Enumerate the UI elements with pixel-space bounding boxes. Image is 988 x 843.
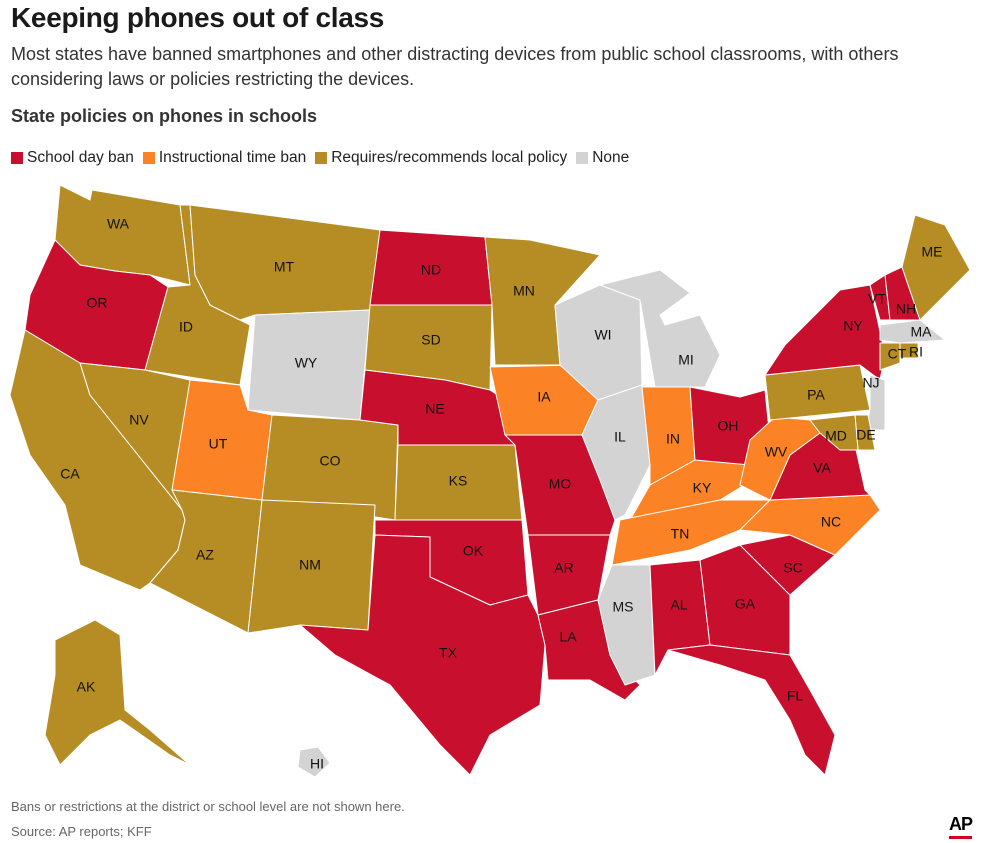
state-label-wv: WV: [765, 444, 788, 460]
state-label-nd: ND: [421, 262, 441, 278]
legend-label: None: [592, 149, 630, 166]
source-note: Source: AP reports; KFF: [11, 824, 152, 839]
state-label-me: ME: [922, 244, 943, 260]
state-label-vt: VT: [868, 291, 886, 307]
state-label-wy: WY: [295, 355, 318, 371]
state-label-mn: MN: [513, 283, 535, 299]
state-label-pa: PA: [807, 387, 825, 403]
state-fl: [667, 644, 836, 776]
state-hi: [297, 746, 331, 778]
state-label-mo: MO: [549, 476, 572, 492]
legend-label: Requires/recommends local policy: [331, 149, 568, 166]
legend-swatch: [315, 152, 328, 164]
state-label-id: ID: [179, 319, 193, 335]
state-label-ny: NY: [843, 318, 863, 334]
state-label-co: CO: [320, 453, 341, 469]
state-label-sd: SD: [421, 332, 440, 348]
state-label-or: OR: [87, 295, 108, 311]
legend-item-none: None: [576, 149, 629, 167]
chart-title-heading: Keeping phones out of class: [11, 2, 385, 33]
state-label-ks: KS: [449, 473, 468, 489]
state-ny: [764, 284, 886, 381]
state-ma: [879, 319, 946, 344]
state-label-in: IN: [666, 431, 680, 447]
state-label-sc: SC: [783, 560, 802, 576]
us-states-map: WA OR CA ID NV MT WY UT AZ CO NM ND SD NE KS OK TX MN IA MO…: [9, 184, 971, 778]
map-title: State policies on phones in schools: [11, 106, 318, 126]
state-label-az: AZ: [196, 547, 214, 563]
legend: School day ban Instructional time ban Re…: [11, 149, 638, 167]
legend-label: School day ban: [27, 149, 134, 166]
state-ak: [44, 619, 191, 766]
state-label-mi: MI: [678, 352, 694, 368]
state-tx: [299, 534, 546, 776]
legend-swatch: [11, 152, 23, 164]
legend-item-local: Requires/recommends local policy: [315, 149, 567, 167]
state-label-nh: NH: [896, 301, 916, 317]
state-label-de: DE: [856, 427, 875, 443]
state-label-ri: RI: [909, 344, 923, 360]
state-label-hi: HI: [310, 756, 324, 772]
state-me: [901, 214, 971, 321]
state-label-ma: MA: [911, 324, 933, 340]
state-label-va: VA: [813, 460, 831, 476]
legend-label: Instructional time ban: [158, 149, 307, 166]
state-label-ia: IA: [537, 389, 551, 405]
state-label-ok: OK: [463, 543, 484, 559]
state-label-nv: NV: [129, 412, 149, 428]
legend-swatch: [142, 152, 155, 164]
legend-item-ban: School day ban: [11, 149, 134, 167]
state-label-ut: UT: [209, 436, 228, 452]
state-label-ms: MS: [613, 599, 634, 615]
state-label-ne: NE: [425, 401, 444, 417]
legend-swatch: [576, 152, 589, 164]
state-label-ak: AK: [77, 679, 96, 695]
chart-subtitle: Most states have banned smartphones and …: [11, 44, 899, 89]
state-label-tn: TN: [671, 526, 690, 542]
state-label-ct: CT: [888, 346, 907, 362]
footnote: Bans or restrictions at the district or …: [11, 799, 405, 814]
state-label-fl: FL: [787, 688, 804, 704]
state-mi: [599, 269, 721, 388]
state-label-wi: WI: [594, 327, 611, 343]
state-nj: [864, 374, 886, 431]
state-label-tx: TX: [439, 645, 458, 661]
state-label-la: LA: [559, 629, 577, 645]
state-ct: [879, 342, 901, 371]
state-label-ar: AR: [554, 560, 573, 576]
state-label-nm: NM: [299, 557, 321, 573]
ap-logo: AP: [949, 814, 973, 839]
legend-item-instructional: Instructional time ban: [142, 149, 307, 167]
state-label-nj: NJ: [862, 375, 879, 391]
state-label-il: IL: [614, 429, 626, 445]
state-label-md: MD: [825, 428, 847, 444]
state-label-ga: GA: [735, 596, 756, 612]
state-label-al: AL: [670, 597, 687, 613]
state-label-ca: CA: [60, 466, 80, 482]
state-md: [809, 414, 859, 451]
state-label-oh: OH: [718, 418, 739, 434]
state-label-nc: NC: [821, 514, 841, 530]
state-label-mt: MT: [274, 259, 295, 275]
state-label-wa: WA: [107, 216, 130, 232]
state-label-ky: KY: [693, 480, 712, 496]
